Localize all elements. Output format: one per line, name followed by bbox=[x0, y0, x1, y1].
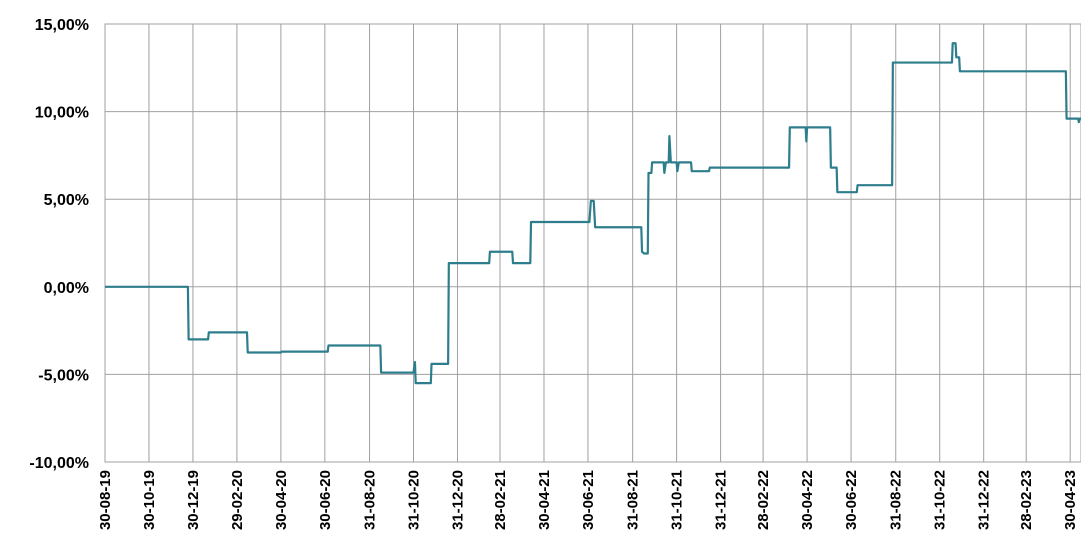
plot-frame bbox=[104, 23, 1081, 463]
x-tick-label: 30-06-21 bbox=[580, 470, 597, 530]
x-tick-label: 30-04-20 bbox=[273, 470, 290, 530]
x-tick-label: 31-12-20 bbox=[449, 470, 466, 530]
gridlines bbox=[104, 23, 1081, 463]
x-tick-label: 29-02-20 bbox=[229, 470, 246, 530]
x-axis-ticks: 30-08-19 30-10-19 30-12-19 29-02-20 30-04-20… bbox=[97, 470, 1079, 530]
x-tick-label: 31-12-21 bbox=[713, 470, 730, 530]
x-tick-label: 31-08-21 bbox=[625, 470, 642, 530]
x-tick-label: 30-04-21 bbox=[536, 470, 553, 530]
x-tick-label: 31-10-21 bbox=[669, 470, 686, 530]
x-tick-label: 30-12-19 bbox=[185, 470, 202, 530]
x-tick-label: 30-06-20 bbox=[317, 470, 334, 530]
series-layer bbox=[105, 42, 1081, 385]
x-tick-label: 30-10-19 bbox=[141, 470, 158, 530]
x-tick-label: 30-08-19 bbox=[97, 470, 114, 530]
x-tick-label: 30-04-23 bbox=[1062, 470, 1079, 530]
series-line bbox=[105, 42, 1081, 385]
x-tick-label: 30-06-22 bbox=[843, 470, 860, 530]
y-tick-label: -10,00% bbox=[29, 455, 89, 472]
x-tick-label: 31-08-22 bbox=[888, 470, 905, 530]
y-tick-label: -5,00% bbox=[38, 367, 89, 384]
y-tick-label: 15,00% bbox=[35, 17, 89, 34]
y-tick-label: 10,00% bbox=[35, 105, 89, 122]
x-tick-label: 31-08-20 bbox=[362, 470, 379, 530]
y-axis-ticks: 15,00% 10,00% 5,00% 0,00% -5,00% -10,00% bbox=[29, 17, 89, 472]
x-tick-label: 28-02-23 bbox=[1018, 470, 1035, 530]
x-tick-label: 31-10-20 bbox=[406, 470, 423, 530]
x-tick-label: 31-10-22 bbox=[932, 470, 949, 530]
y-tick-label: 0,00% bbox=[44, 280, 89, 297]
y-tick-label: 5,00% bbox=[44, 192, 89, 209]
x-tick-label: 28-02-22 bbox=[755, 470, 772, 530]
x-tick-label: 28-02-21 bbox=[492, 470, 509, 530]
x-tick-label: 30-04-22 bbox=[799, 470, 816, 530]
x-tick-label: 31-12-22 bbox=[976, 470, 993, 530]
